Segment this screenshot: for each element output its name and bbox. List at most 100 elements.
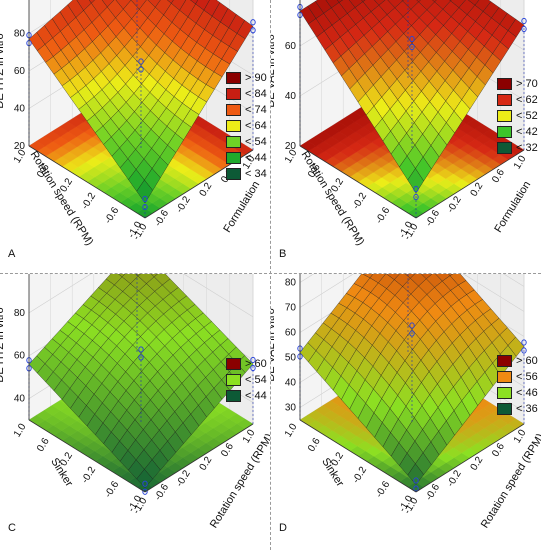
design-point (142, 203, 148, 211)
z-tick-label: 100 (8, 0, 25, 2)
surface-plot-b: -1.0-0.6-0.20.20.61.0-1.0-0.6-0.20.20.61… (271, 0, 533, 248)
legend-entry: < 56 (497, 369, 541, 384)
design-point (413, 485, 419, 492)
legend-swatch (226, 373, 241, 386)
x-axis-line (415, 423, 525, 493)
legend-entry: < 74 (226, 102, 280, 117)
chart-panel-a: -1.0-0.6-0.20.20.61.0-1.0-0.6-0.20.20.61… (0, 0, 270, 273)
surface-patch (167, 0, 174, 4)
legend-swatch (497, 93, 512, 106)
surface-patch (337, 0, 344, 3)
z-tick-label: 40 (14, 104, 26, 115)
legend-label: < 54 (245, 373, 267, 386)
chart-panel-c: -1.0 -0.6 -0.2 0.2 0.6 1.0 -1.0 -0.6 -0.2 0.2 0.6 1… (0, 274, 270, 547)
surface-patch (432, 0, 437, 3)
legend-swatch (226, 135, 241, 148)
legend-swatch (497, 109, 512, 122)
panel-letter-a: A (8, 248, 16, 260)
x-axis-line (144, 423, 254, 493)
z-tick-label: 80 (14, 29, 26, 40)
design-point (413, 193, 419, 201)
z-tick-label: 60 (285, 328, 297, 339)
z-tick-label: 40 (14, 394, 26, 405)
design-point (250, 364, 256, 372)
surface-patch (448, 274, 454, 276)
legend-label: < 52 (516, 109, 538, 122)
legend-entry: < 62 (497, 92, 541, 107)
legend-swatch (497, 402, 512, 415)
z-tick-label: 80 (14, 308, 26, 319)
panel-divider-vertical (270, 0, 271, 550)
legend-entry: < 34 (226, 166, 280, 181)
legend-label: < 62 (516, 93, 538, 106)
y-axis-line (28, 145, 146, 219)
z-tick-label: 60 (14, 66, 26, 77)
legend-entry: < 54 (226, 134, 280, 149)
chart-panel-b: -1.0 -0.6 -0.2 0.2 0.6 1.0 -1.0 -0.6 -0.2 0.2 0.6 1… (271, 0, 541, 273)
surface-patch (405, 274, 415, 279)
y-tick-label: 0.6 (306, 436, 323, 454)
z-tick-label: 40 (285, 91, 297, 102)
z-axis-title: DE HTZ in vitro (0, 33, 6, 108)
y-tick-label: -0.6 (103, 205, 122, 226)
legend-swatch (226, 103, 241, 116)
legend-entry: < 54 (226, 372, 280, 387)
legend-entry: > 60 (497, 353, 541, 368)
legend-label: < 32 (516, 141, 538, 154)
design-point (521, 17, 527, 25)
z-tick-label: 100 (8, 274, 25, 276)
legend-entry: > 60 (226, 356, 280, 371)
z-tick-label: 80 (285, 278, 297, 289)
y-axis-line (299, 145, 417, 219)
design-point (138, 346, 144, 353)
z-tick-label: 60 (285, 41, 297, 52)
y-tick-label: -0.2 (80, 465, 99, 486)
x-axis-line (415, 149, 525, 219)
legend-entry: > 70 (497, 76, 541, 91)
panel-divider-horizontal (0, 273, 541, 274)
legend-label: < 42 (516, 125, 538, 138)
legend-label: < 36 (516, 402, 538, 415)
design-point (138, 58, 144, 65)
legend-entry: < 84 (226, 86, 280, 101)
surface-plot-d: -1.0-0.6-0.20.20.61.0-1.0-0.6-0.20.20.61… (271, 274, 541, 530)
panel-letter-d: D (279, 522, 287, 534)
z-tick-label: 70 (285, 303, 297, 314)
z-tick-label: 20 (14, 141, 26, 152)
y-tick-label: 0.6 (35, 436, 52, 454)
design-point (413, 185, 419, 193)
surface-plot-c: -1.0-0.6-0.20.20.61.0-1.0-0.6-0.20.20.61… (0, 274, 270, 530)
design-point (521, 339, 527, 346)
z-tick-label: 60 (14, 351, 26, 362)
surface-patch (136, 469, 153, 488)
legend-swatch (497, 354, 512, 367)
design-point (250, 356, 256, 364)
design-point (409, 330, 415, 337)
legend-entry: < 44 (226, 388, 280, 403)
y-tick-label: -0.6 (374, 205, 393, 226)
z-axis-title: DE VAL in vitro (271, 308, 277, 381)
legend-swatch (226, 389, 241, 402)
legend-label: < 56 (516, 370, 538, 383)
wall-gridline (28, 274, 254, 318)
legend-d: > 60 < 56 < 46 < 36 (497, 353, 541, 417)
surface-patch (136, 179, 153, 204)
y-axis-line (28, 419, 146, 493)
surface-patch (416, 0, 421, 3)
design-point (142, 480, 148, 487)
z-axis-title: DE VAL in vitro (271, 34, 277, 107)
design-point (142, 195, 148, 203)
design-point (521, 347, 527, 354)
legend-entry: < 42 (497, 124, 541, 139)
legend-swatch (497, 370, 512, 383)
legend-entry: < 44 (226, 150, 280, 165)
design-point (138, 354, 144, 361)
y-tick-label: 1.0 (283, 421, 300, 439)
surface-plot-a: -1.0-0.6-0.20.20.61.0-1.0-0.6-0.20.20.61… (0, 0, 262, 248)
z-tick-label: 50 (285, 353, 297, 364)
z-tick-label: 80 (285, 0, 297, 2)
surface-patch (88, 0, 95, 4)
design-point (521, 25, 527, 33)
legend-label: < 74 (245, 103, 267, 116)
design-point (409, 322, 415, 329)
